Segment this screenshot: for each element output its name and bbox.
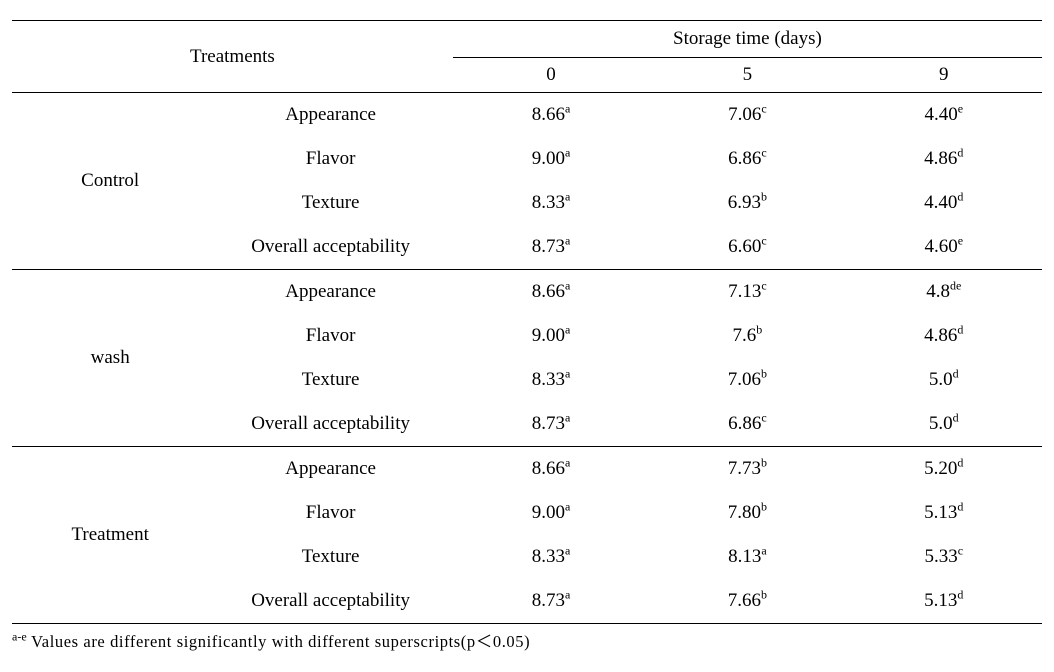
value-cell: 8.73a bbox=[453, 402, 649, 447]
value-cell: 9.00a bbox=[453, 137, 649, 181]
value-cell: 6.86c bbox=[649, 402, 845, 447]
value-cell: 8.33a bbox=[453, 181, 649, 225]
data-table: Treatments Storage time (days) 0 5 9 Con… bbox=[12, 20, 1042, 623]
value-cell: 6.60c bbox=[649, 225, 845, 270]
value-cell: 7.13c bbox=[649, 270, 845, 315]
value-cell: 5.13d bbox=[846, 579, 1042, 623]
attribute-cell: Flavor bbox=[208, 137, 452, 181]
value-cell: 7.06b bbox=[649, 358, 845, 402]
value-cell: 7.66b bbox=[649, 579, 845, 623]
attribute-cell: Appearance bbox=[208, 270, 452, 315]
value-cell: 8.13a bbox=[649, 535, 845, 579]
value-cell: 5.33c bbox=[846, 535, 1042, 579]
attribute-cell: Texture bbox=[208, 535, 452, 579]
value-cell: 5.0d bbox=[846, 358, 1042, 402]
footnote: a-e Values are different significantly w… bbox=[12, 623, 1042, 652]
value-cell: 4.86d bbox=[846, 314, 1042, 358]
value-cell: 4.40d bbox=[846, 181, 1042, 225]
table-row: ControlAppearance8.66a7.06c4.40e bbox=[12, 93, 1042, 138]
value-cell: 4.40e bbox=[846, 93, 1042, 138]
table-row: TreatmentAppearance8.66a7.73b5.20d bbox=[12, 447, 1042, 492]
attribute-cell: Overall acceptability bbox=[208, 225, 452, 270]
value-cell: 9.00a bbox=[453, 491, 649, 535]
attribute-cell: Appearance bbox=[208, 447, 452, 492]
value-cell: 4.60e bbox=[846, 225, 1042, 270]
value-cell: 7.06c bbox=[649, 93, 845, 138]
value-cell: 8.73a bbox=[453, 225, 649, 270]
header-time-5: 5 bbox=[649, 58, 845, 93]
value-cell: 8.33a bbox=[453, 535, 649, 579]
attribute-cell: Overall acceptability bbox=[208, 402, 452, 447]
value-cell: 6.93b bbox=[649, 181, 845, 225]
value-cell: 8.66a bbox=[453, 447, 649, 492]
attribute-cell: Appearance bbox=[208, 93, 452, 138]
value-cell: 8.66a bbox=[453, 270, 649, 315]
header-treatments: Treatments bbox=[12, 21, 453, 93]
value-cell: 7.6b bbox=[649, 314, 845, 358]
group-name: wash bbox=[12, 270, 208, 447]
attribute-cell: Texture bbox=[208, 181, 452, 225]
value-cell: 7.80b bbox=[649, 491, 845, 535]
group-name: Treatment bbox=[12, 447, 208, 624]
value-cell: 8.33a bbox=[453, 358, 649, 402]
value-cell: 5.0d bbox=[846, 402, 1042, 447]
header-time-0: 0 bbox=[453, 58, 649, 93]
value-cell: 8.66a bbox=[453, 93, 649, 138]
value-cell: 8.73a bbox=[453, 579, 649, 623]
header-storage-time: Storage time (days) bbox=[453, 21, 1042, 58]
value-cell: 4.8de bbox=[846, 270, 1042, 315]
attribute-cell: Overall acceptability bbox=[208, 579, 452, 623]
attribute-cell: Texture bbox=[208, 358, 452, 402]
value-cell: 5.20d bbox=[846, 447, 1042, 492]
footnote-sup: a-e bbox=[12, 630, 27, 644]
value-cell: 7.73b bbox=[649, 447, 845, 492]
value-cell: 9.00a bbox=[453, 314, 649, 358]
table-row: washAppearance8.66a7.13c4.8de bbox=[12, 270, 1042, 315]
table-body: ControlAppearance8.66a7.06c4.40eFlavor9.… bbox=[12, 93, 1042, 624]
value-cell: 6.86c bbox=[649, 137, 845, 181]
footnote-text: Values are different significantly with … bbox=[27, 632, 531, 651]
header-time-9: 9 bbox=[846, 58, 1042, 93]
attribute-cell: Flavor bbox=[208, 491, 452, 535]
attribute-cell: Flavor bbox=[208, 314, 452, 358]
value-cell: 4.86d bbox=[846, 137, 1042, 181]
value-cell: 5.13d bbox=[846, 491, 1042, 535]
group-name: Control bbox=[12, 93, 208, 270]
